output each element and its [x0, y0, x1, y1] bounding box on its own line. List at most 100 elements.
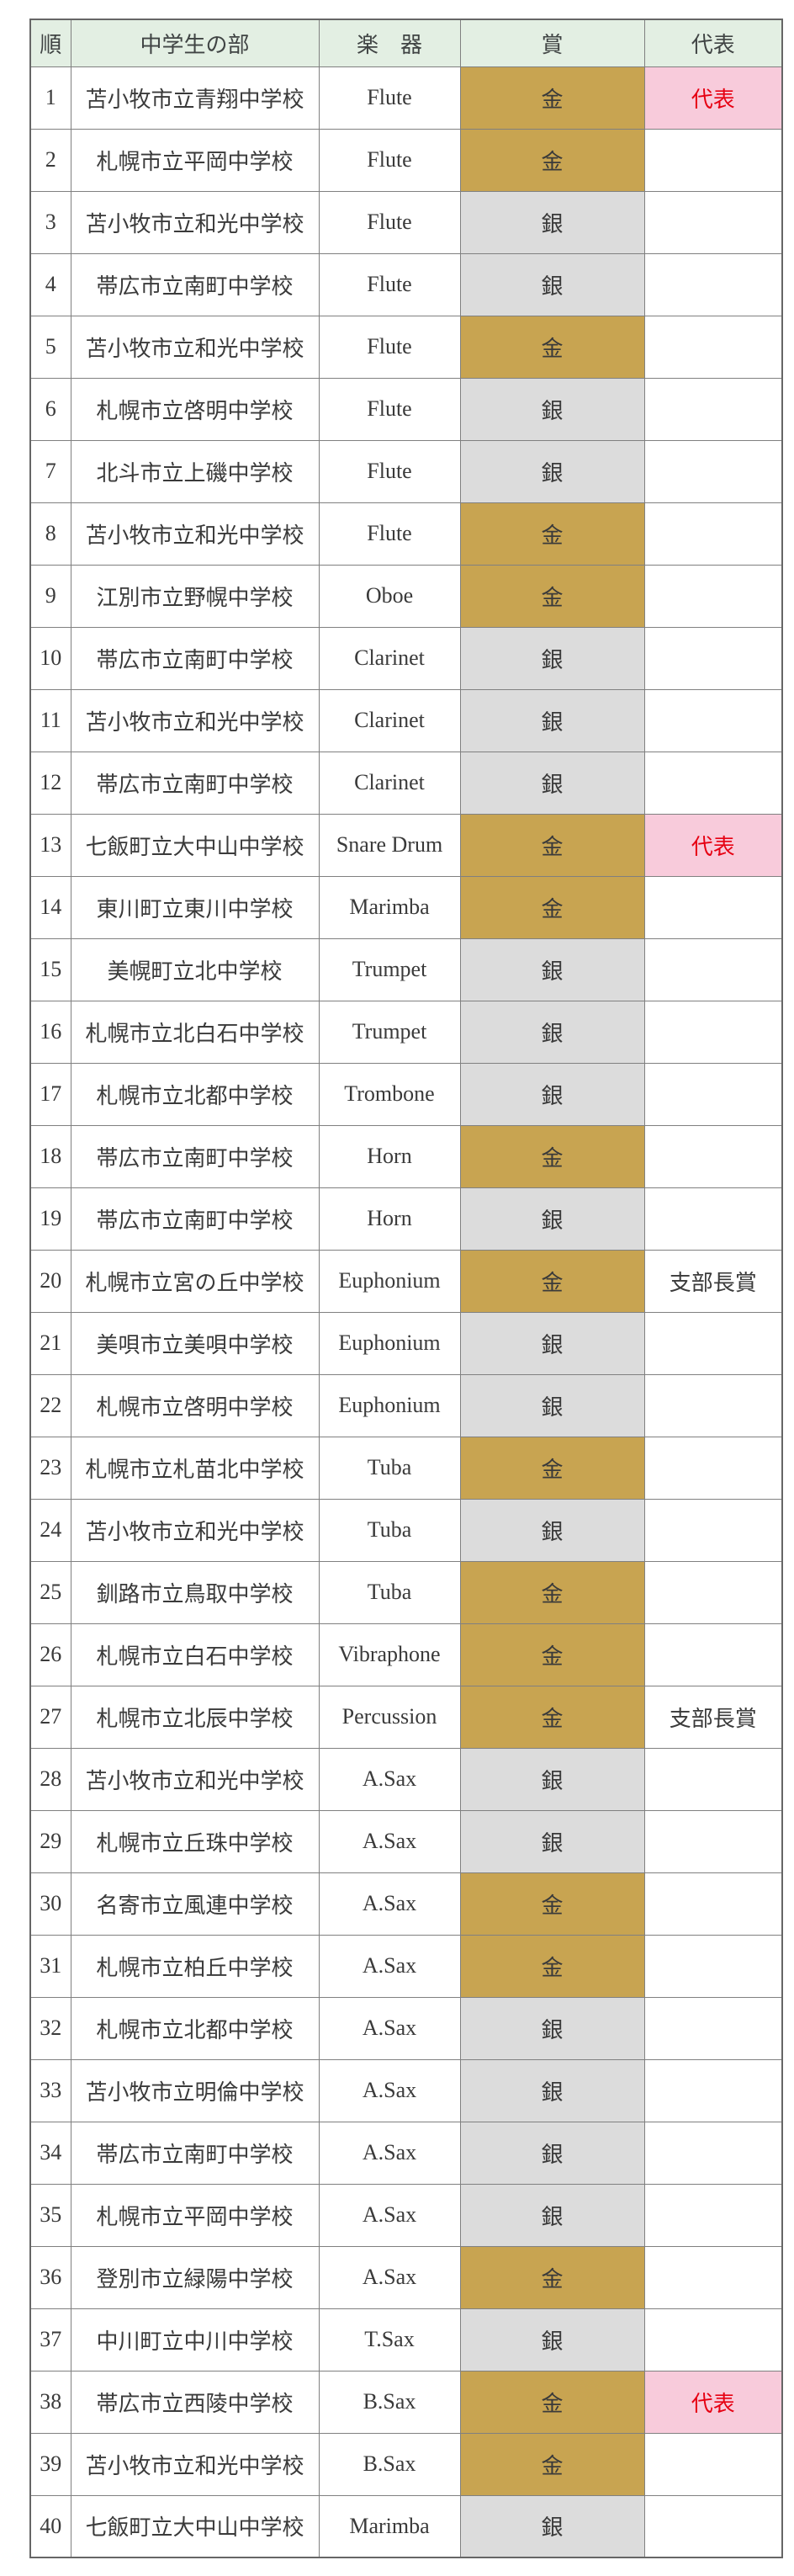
school-cell: 北斗市立上磯中学校 — [70, 439, 320, 503]
table-row: 17 札幌市立北都中学校 Trombone 銀 — [29, 1062, 783, 1126]
award-cell: 金 — [459, 1623, 645, 1686]
rank-cell: 11 — [29, 688, 71, 752]
representative-cell — [643, 751, 783, 815]
instrument-cell: Horn — [318, 1187, 461, 1251]
table-row: 20 札幌市立宮の丘中学校 Euphonium 金 支部長賞 — [29, 1249, 783, 1313]
award-cell: 金 — [459, 66, 645, 130]
award-cell: 銀 — [459, 1373, 645, 1437]
award-cell: 銀 — [459, 439, 645, 503]
rank-cell: 30 — [29, 1872, 71, 1936]
instrument-cell: Euphonium — [318, 1311, 461, 1375]
instrument-cell: A.Sax — [318, 1809, 461, 1873]
table-row: 18 帯広市立南町中学校 Horn 金 — [29, 1124, 783, 1188]
table-row: 19 帯広市立南町中学校 Horn 銀 — [29, 1187, 783, 1251]
school-cell: 帯広市立南町中学校 — [70, 1187, 320, 1251]
representative-cell — [643, 1498, 783, 1562]
award-cell: 金 — [459, 2370, 645, 2434]
instrument-cell: A.Sax — [318, 1934, 461, 1998]
school-cell: 札幌市立柏丘中学校 — [70, 1934, 320, 1998]
representative-cell — [643, 1560, 783, 1624]
table-row: 32 札幌市立北都中学校 A.Sax 銀 — [29, 1996, 783, 2060]
school-cell: 苫小牧市立和光中学校 — [70, 190, 320, 254]
rank-cell: 36 — [29, 2245, 71, 2309]
instrument-cell: Flute — [318, 502, 461, 566]
award-cell: 銀 — [459, 1498, 645, 1562]
table-row: 34 帯広市立南町中学校 A.Sax 銀 — [29, 2121, 783, 2185]
representative-cell — [643, 1311, 783, 1375]
rank-cell: 10 — [29, 626, 71, 690]
representative-cell — [643, 315, 783, 379]
instrument-cell: Flute — [318, 315, 461, 379]
award-cell: 銀 — [459, 252, 645, 316]
school-cell: 札幌市立白石中学校 — [70, 1623, 320, 1686]
award-cell: 銀 — [459, 688, 645, 752]
instrument-cell: Tuba — [318, 1560, 461, 1624]
instrument-cell: Oboe — [318, 564, 461, 628]
representative-cell — [643, 564, 783, 628]
school-cell: 帯広市立南町中学校 — [70, 751, 320, 815]
rank-cell: 24 — [29, 1498, 71, 1562]
table-row: 30 名寄市立風連中学校 A.Sax 金 — [29, 1872, 783, 1936]
school-cell: 苫小牧市立和光中学校 — [70, 688, 320, 752]
table-row: 4 帯広市立南町中学校 Flute 銀 — [29, 252, 783, 316]
instrument-cell: B.Sax — [318, 2432, 461, 2496]
school-cell: 札幌市立平岡中学校 — [70, 128, 320, 192]
award-cell: 銀 — [459, 1747, 645, 1811]
rank-cell: 35 — [29, 2183, 71, 2247]
instrument-cell: Marimba — [318, 2494, 461, 2558]
award-cell: 銀 — [459, 1062, 645, 1126]
award-cell: 銀 — [459, 626, 645, 690]
representative-cell — [643, 2432, 783, 2496]
award-cell: 銀 — [459, 1809, 645, 1873]
table-row: 40 七飯町立大中山中学校 Marimba 銀 — [29, 2494, 783, 2558]
award-cell: 銀 — [459, 1996, 645, 2060]
rank-cell: 40 — [29, 2494, 71, 2558]
representative-cell — [643, 2494, 783, 2558]
school-cell: 帯広市立南町中学校 — [70, 1124, 320, 1188]
school-cell: 七飯町立大中山中学校 — [70, 813, 320, 877]
school-cell: 苫小牧市立青翔中学校 — [70, 66, 320, 130]
representative-cell — [643, 252, 783, 316]
table-row: 15 美幌町立北中学校 Trumpet 銀 — [29, 937, 783, 1001]
instrument-cell: Flute — [318, 190, 461, 254]
instrument-cell: B.Sax — [318, 2370, 461, 2434]
school-cell: 苫小牧市立和光中学校 — [70, 502, 320, 566]
award-cell: 金 — [459, 1872, 645, 1936]
award-cell: 金 — [459, 564, 645, 628]
instrument-cell: Clarinet — [318, 688, 461, 752]
rank-cell: 16 — [29, 1000, 71, 1064]
representative-cell: 代表 — [643, 813, 783, 877]
instrument-cell: A.Sax — [318, 2183, 461, 2247]
school-cell: 札幌市立北辰中学校 — [70, 1685, 320, 1749]
award-cell: 金 — [459, 1436, 645, 1500]
rank-cell: 12 — [29, 751, 71, 815]
table-row: 33 苫小牧市立明倫中学校 A.Sax 銀 — [29, 2058, 783, 2122]
rank-cell: 33 — [29, 2058, 71, 2122]
instrument-cell: Flute — [318, 377, 461, 441]
table-row: 21 美唄市立美唄中学校 Euphonium 銀 — [29, 1311, 783, 1375]
representative-cell — [643, 1747, 783, 1811]
column-header-rank: 順 — [29, 19, 71, 67]
award-cell: 銀 — [459, 751, 645, 815]
rank-cell: 18 — [29, 1124, 71, 1188]
table-row: 14 東川町立東川中学校 Marimba 金 — [29, 875, 783, 939]
school-cell: 帯広市立西陵中学校 — [70, 2370, 320, 2434]
table-row: 38 帯広市立西陵中学校 B.Sax 金 代表 — [29, 2370, 783, 2434]
representative-cell: 代表 — [643, 66, 783, 130]
school-cell: 美唄市立美唄中学校 — [70, 1311, 320, 1375]
rank-cell: 34 — [29, 2121, 71, 2185]
rank-cell: 26 — [29, 1623, 71, 1686]
column-header-division: 中学生の部 — [70, 19, 320, 67]
school-cell: 札幌市立平岡中学校 — [70, 2183, 320, 2247]
instrument-cell: Marimba — [318, 875, 461, 939]
column-header-representative: 代表 — [643, 19, 783, 67]
award-cell: 銀 — [459, 1187, 645, 1251]
school-cell: 札幌市立丘珠中学校 — [70, 1809, 320, 1873]
instrument-cell: A.Sax — [318, 1747, 461, 1811]
instrument-cell: A.Sax — [318, 1872, 461, 1936]
instrument-cell: Snare Drum — [318, 813, 461, 877]
representative-cell — [643, 1000, 783, 1064]
instrument-cell: A.Sax — [318, 2121, 461, 2185]
representative-cell — [643, 2308, 783, 2372]
table-header: 順 中学生の部 楽 器 賞 代表 — [29, 19, 783, 67]
